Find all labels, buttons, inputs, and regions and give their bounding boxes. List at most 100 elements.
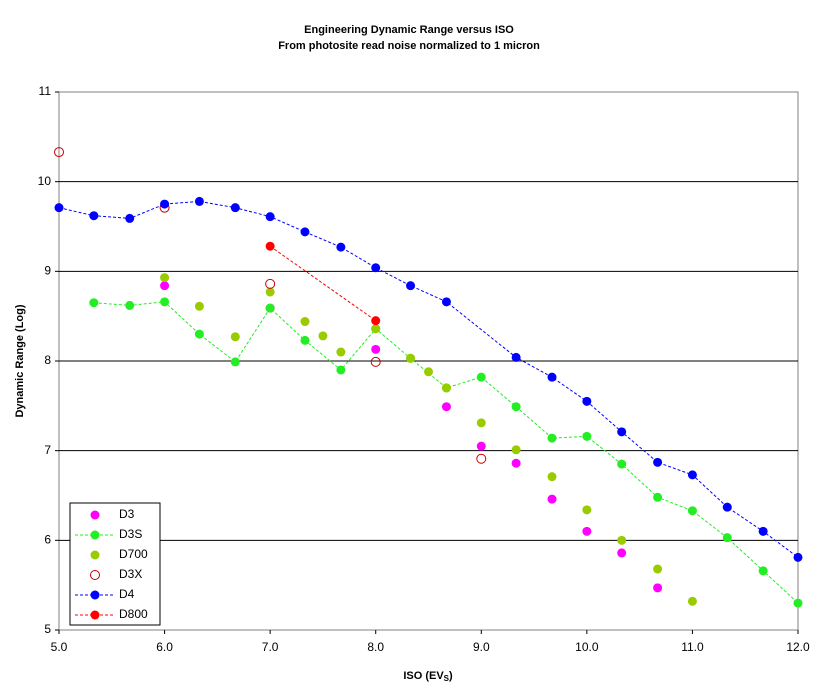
marker (653, 583, 663, 593)
marker (441, 383, 451, 393)
marker (476, 418, 486, 428)
marker (476, 441, 486, 451)
x-tick-label: 6.0 (156, 640, 173, 654)
marker (441, 402, 451, 412)
marker (476, 372, 486, 382)
marker (230, 357, 240, 367)
x-tick-label: 5.0 (51, 640, 68, 654)
legend-label: D4 (119, 587, 135, 601)
marker (371, 263, 381, 273)
marker (476, 453, 487, 464)
marker (300, 335, 310, 345)
x-tick-label: 7.0 (262, 640, 279, 654)
y-tick-label: 6 (44, 533, 51, 547)
marker (370, 356, 381, 367)
x-axis-label: ISO (EVS) (403, 670, 453, 683)
marker (547, 372, 557, 382)
marker (371, 344, 381, 354)
legend-label: D3X (119, 567, 142, 581)
x-tick-label: 11.0 (681, 640, 704, 654)
legend-label: D3S (119, 527, 142, 541)
legend-marker (90, 510, 100, 520)
series-line (93, 301, 799, 604)
marker (265, 287, 275, 297)
marker (371, 324, 381, 334)
legend-label: D3 (119, 507, 135, 521)
marker (511, 402, 521, 412)
legend-label: D700 (119, 547, 148, 561)
marker (194, 301, 204, 311)
marker (653, 457, 663, 467)
marker (511, 458, 521, 468)
marker (336, 365, 346, 375)
marker (511, 352, 521, 362)
legend-box (69, 502, 161, 626)
marker (547, 433, 557, 443)
marker (582, 396, 592, 406)
marker (160, 281, 170, 291)
marker (722, 502, 732, 512)
marker (265, 212, 275, 222)
y-tick-label: 9 (44, 264, 51, 278)
series-line (269, 245, 377, 322)
marker (547, 472, 557, 482)
legend-marker (90, 530, 100, 540)
chart-subtitle: From photosite read noise normalized to … (278, 40, 540, 52)
marker (160, 273, 170, 283)
x-label-sub: S (444, 674, 450, 683)
y-tick-label: 7 (44, 443, 51, 457)
marker (722, 533, 732, 543)
x-tick-label: 12.0 (786, 640, 810, 654)
marker (89, 298, 99, 308)
y-tick-label: 8 (44, 353, 51, 367)
marker (265, 303, 275, 313)
legend-marker (90, 570, 100, 580)
x-tick-label: 10.0 (575, 640, 599, 654)
marker (687, 596, 697, 606)
legend-marker (90, 550, 100, 560)
marker (424, 367, 433, 377)
marker (653, 564, 663, 574)
legend-label: D800 (119, 607, 148, 621)
marker (758, 566, 768, 576)
marker (617, 535, 627, 545)
marker (511, 445, 521, 455)
y-tick-label: 10 (38, 174, 52, 188)
marker (687, 506, 697, 516)
marker (653, 492, 663, 502)
marker (441, 297, 451, 307)
x-label-text: ISO (EV (403, 670, 444, 682)
y-tick-label: 5 (44, 622, 51, 636)
legend-marker (90, 590, 100, 600)
marker (230, 332, 240, 342)
marker (265, 241, 275, 251)
marker (160, 297, 170, 307)
series-line (58, 200, 799, 558)
marker (406, 353, 416, 363)
marker (617, 459, 627, 469)
y-tick-label: 11 (39, 84, 52, 98)
marker (336, 347, 346, 357)
marker (582, 526, 592, 536)
marker (89, 211, 99, 221)
x-tick-label: 8.0 (367, 640, 384, 654)
marker (300, 227, 310, 237)
marker (793, 552, 803, 562)
x-label-close: ) (449, 670, 453, 682)
chart-title: Engineering Dynamic Range versus ISO (304, 24, 514, 36)
marker (125, 300, 135, 310)
marker (547, 494, 557, 504)
marker (125, 213, 135, 223)
marker (371, 316, 381, 326)
marker (194, 329, 204, 339)
y-axis-label: Dynamic Range (Log) (14, 304, 26, 417)
marker (793, 598, 803, 608)
marker (582, 431, 592, 441)
marker (617, 548, 627, 558)
marker (160, 199, 170, 209)
marker (758, 526, 768, 536)
marker (230, 203, 240, 213)
marker (300, 317, 310, 327)
marker (617, 427, 627, 437)
marker (318, 331, 328, 341)
